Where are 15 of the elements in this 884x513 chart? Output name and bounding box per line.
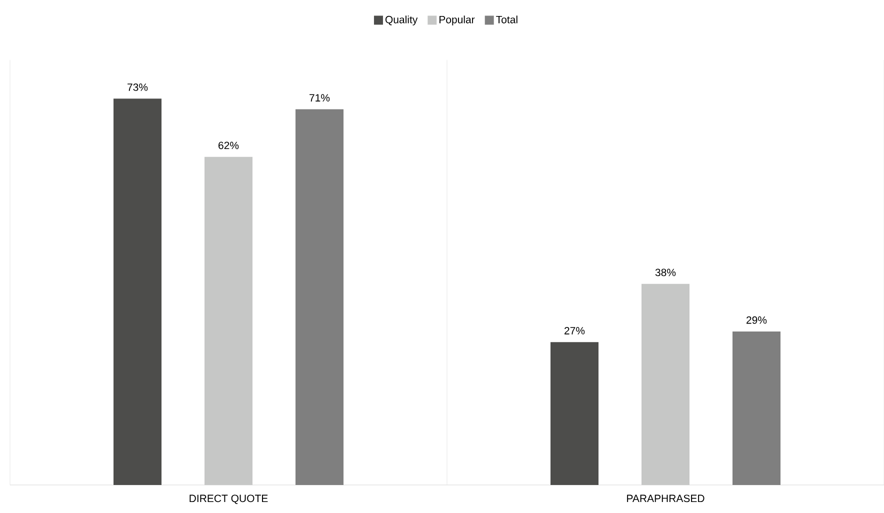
data-label: 71%	[310, 94, 330, 102]
bar	[732, 332, 780, 485]
data-label: 38%	[655, 268, 676, 276]
x-tick-label: DIRECT QUOTE	[190, 494, 268, 504]
x-tick-label: PARAPHRASED	[627, 494, 704, 502]
bar	[550, 342, 598, 485]
data-label: 27%	[564, 327, 585, 334]
bar	[114, 98, 162, 485]
data-label: 62%	[218, 142, 239, 150]
legend-label: Popular	[440, 16, 475, 26]
bar	[296, 109, 344, 485]
data-label: 29%	[746, 316, 767, 324]
legend-label: Total	[496, 16, 518, 24]
legend-label: Quality	[385, 16, 418, 26]
data-label: 73%	[128, 84, 148, 91]
